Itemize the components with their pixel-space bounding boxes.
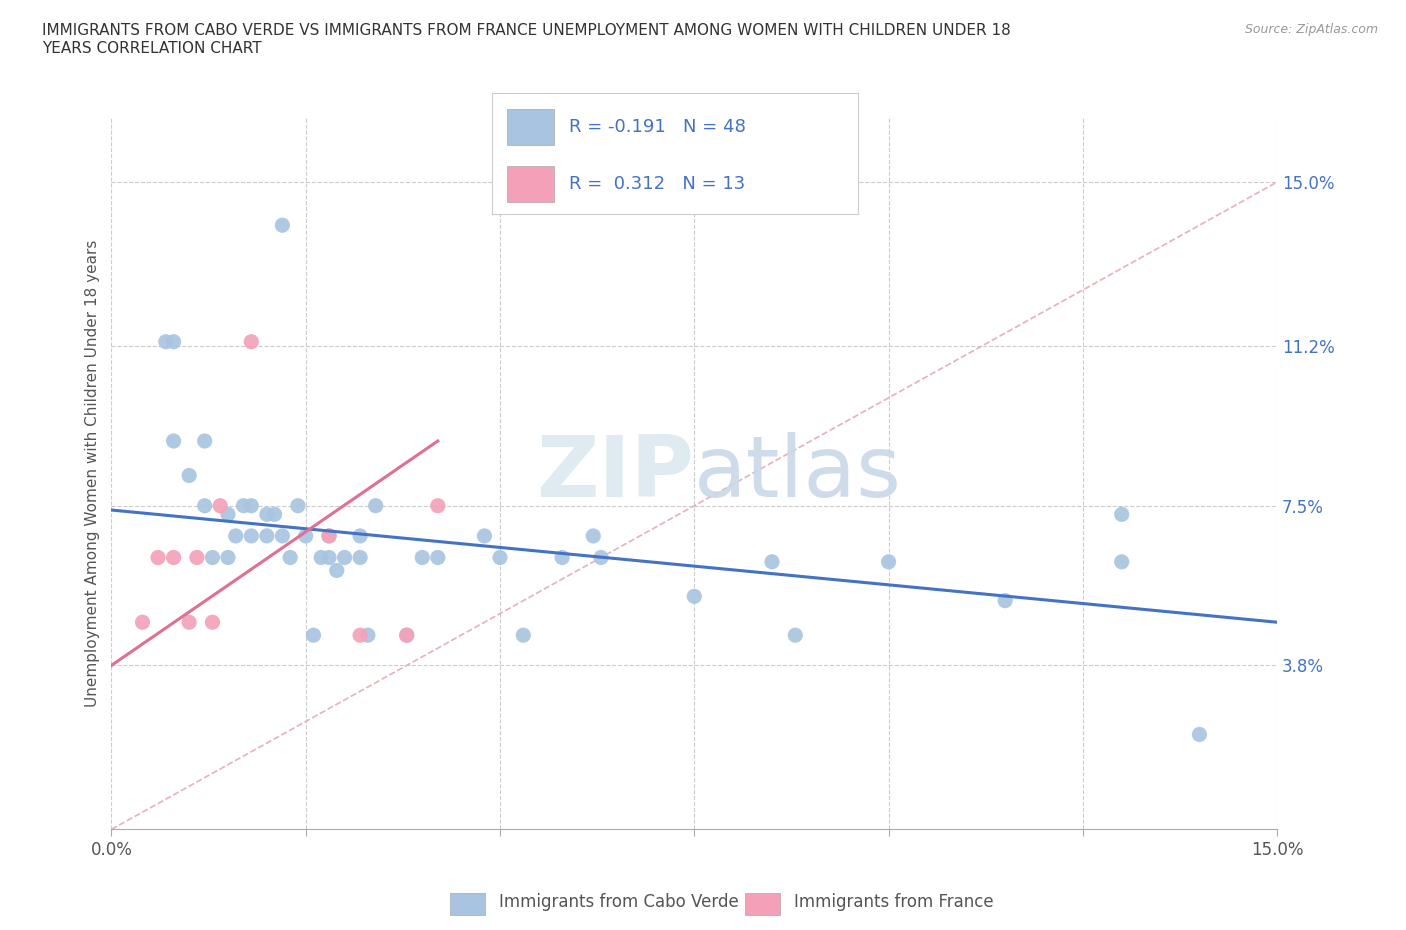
Point <box>271 218 294 232</box>
Point <box>256 528 278 543</box>
Point <box>256 507 278 522</box>
Text: IMMIGRANTS FROM CABO VERDE VS IMMIGRANTS FROM FRANCE UNEMPLOYMENT AMONG WOMEN WI: IMMIGRANTS FROM CABO VERDE VS IMMIGRANTS… <box>42 23 1011 56</box>
Point <box>201 615 224 630</box>
Point <box>589 550 612 565</box>
Y-axis label: Unemployment Among Women with Children Under 18 years: Unemployment Among Women with Children U… <box>86 240 100 707</box>
Text: R =  0.312   N = 13: R = 0.312 N = 13 <box>569 175 745 193</box>
Text: atlas: atlas <box>695 432 903 515</box>
Point <box>877 554 900 569</box>
Point <box>1111 507 1133 522</box>
Point <box>162 334 184 349</box>
Point <box>302 628 325 643</box>
Point <box>287 498 309 513</box>
Point <box>186 550 208 565</box>
Point <box>201 550 224 565</box>
Point <box>217 550 239 565</box>
Point <box>318 528 340 543</box>
Point <box>179 615 201 630</box>
Point <box>162 550 184 565</box>
Point <box>785 628 807 643</box>
Point <box>426 550 449 565</box>
Point <box>225 528 247 543</box>
Point <box>263 507 285 522</box>
Text: Source: ZipAtlas.com: Source: ZipAtlas.com <box>1244 23 1378 36</box>
Point <box>217 507 239 522</box>
Point <box>582 528 605 543</box>
Point <box>683 589 706 604</box>
Point <box>426 498 449 513</box>
Text: Immigrants from Cabo Verde: Immigrants from Cabo Verde <box>499 893 740 911</box>
Point <box>294 528 316 543</box>
FancyBboxPatch shape <box>506 166 554 202</box>
Point <box>179 468 201 483</box>
Point <box>146 550 169 565</box>
Point <box>761 554 783 569</box>
Point <box>1111 554 1133 569</box>
Point <box>309 550 332 565</box>
FancyBboxPatch shape <box>506 109 554 145</box>
Point <box>194 498 217 513</box>
Point <box>489 550 512 565</box>
Point <box>271 528 294 543</box>
FancyBboxPatch shape <box>450 893 485 915</box>
Point <box>349 628 371 643</box>
Point <box>326 563 349 578</box>
Point <box>318 528 340 543</box>
Point <box>395 628 418 643</box>
Point <box>411 550 433 565</box>
Text: ZIP: ZIP <box>537 432 695 515</box>
Point <box>318 550 340 565</box>
Point <box>240 334 263 349</box>
Point <box>278 550 301 565</box>
Point <box>155 334 177 349</box>
Point <box>232 498 254 513</box>
Text: R = -0.191   N = 48: R = -0.191 N = 48 <box>569 118 745 136</box>
Point <box>131 615 153 630</box>
Point <box>994 593 1017 608</box>
Point <box>240 528 263 543</box>
Point <box>162 433 184 448</box>
Point <box>1188 727 1211 742</box>
Point <box>395 628 418 643</box>
Point <box>349 550 371 565</box>
Point <box>512 628 534 643</box>
Text: Immigrants from France: Immigrants from France <box>794 893 994 911</box>
Point <box>240 498 263 513</box>
Point <box>333 550 356 565</box>
Point <box>209 498 232 513</box>
Point <box>194 433 217 448</box>
Point <box>364 498 387 513</box>
Point <box>349 528 371 543</box>
Point <box>551 550 574 565</box>
Point <box>357 628 380 643</box>
FancyBboxPatch shape <box>745 893 780 915</box>
Point <box>474 528 496 543</box>
